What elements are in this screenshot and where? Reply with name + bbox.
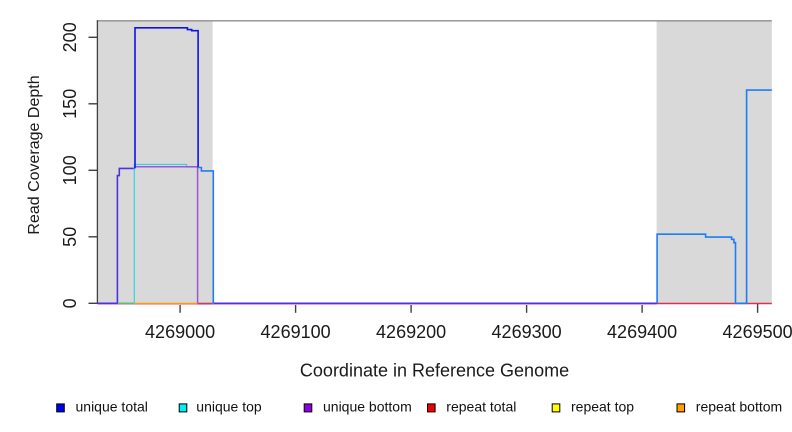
svg-text:unique total: unique total: [76, 398, 148, 414]
svg-text:unique bottom: unique bottom: [323, 398, 412, 414]
svg-text:Read Coverage Depth: Read Coverage Depth: [26, 75, 43, 234]
svg-text:repeat bottom: repeat bottom: [696, 398, 782, 414]
svg-text:4269400: 4269400: [607, 322, 677, 342]
svg-text:200: 200: [60, 22, 80, 52]
svg-text:4269100: 4269100: [261, 322, 331, 342]
svg-text:repeat total: repeat total: [446, 398, 516, 414]
svg-text:4269300: 4269300: [492, 322, 562, 342]
svg-text:Coordinate in Reference Genome: Coordinate in Reference Genome: [300, 361, 569, 381]
svg-text:unique top: unique top: [196, 398, 262, 414]
svg-text:150: 150: [60, 89, 80, 119]
svg-text:4269200: 4269200: [376, 322, 446, 342]
svg-text:4269500: 4269500: [723, 322, 792, 342]
svg-text:100: 100: [60, 155, 80, 185]
svg-text:repeat top: repeat top: [571, 398, 634, 414]
svg-text:4269000: 4269000: [145, 322, 215, 342]
svg-text:0: 0: [60, 298, 80, 308]
svg-text:50: 50: [60, 227, 80, 247]
